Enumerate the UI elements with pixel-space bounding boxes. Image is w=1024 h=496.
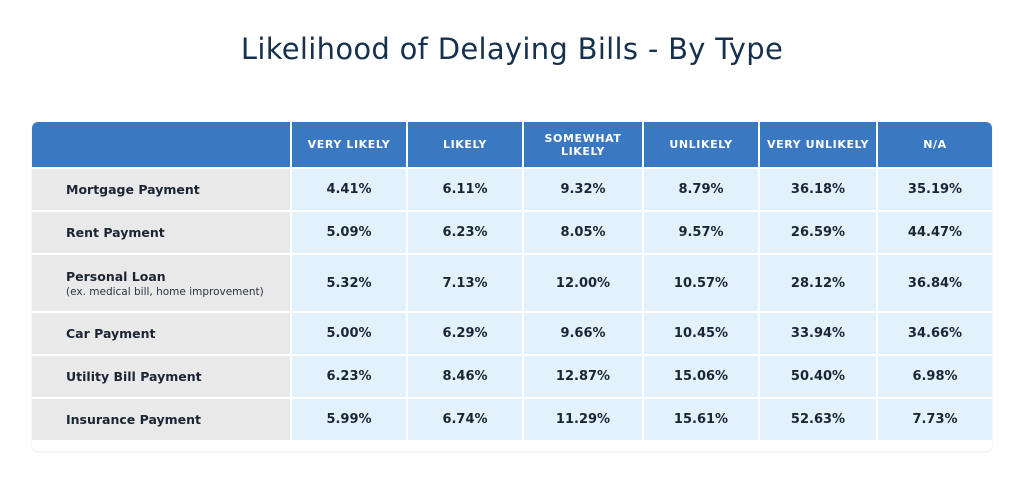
value-cell: 52.63% [758, 397, 876, 440]
table-row: Personal Loan (ex. medical bill, home imp… [32, 253, 992, 311]
table-row: Utility Bill Payment 6.23% 8.46% 12.87% 15.0… [32, 354, 992, 397]
value-cell: 6.29% [406, 311, 522, 354]
row-label: Mortgage Payment [32, 167, 290, 210]
data-table-container: VERY LIKELY LIKELY SOMEWHAT LIKELY UNLIK… [32, 122, 992, 451]
value-cell: 34.66% [876, 311, 992, 354]
value-cell: 6.23% [290, 354, 406, 397]
value-cell: 4.41% [290, 167, 406, 210]
value-cell: 6.98% [876, 354, 992, 397]
value-cell: 10.57% [642, 253, 758, 311]
value-cell: 5.32% [290, 253, 406, 311]
value-cell: 5.99% [290, 397, 406, 440]
value-cell: 50.40% [758, 354, 876, 397]
row-label: Car Payment [32, 311, 290, 354]
row-sublabel: (ex. medical bill, home improvement) [66, 285, 264, 298]
row-label-text: Car Payment [66, 326, 156, 341]
row-label-text: Personal Loan [66, 268, 166, 284]
row-label-text: Mortgage Payment [66, 182, 200, 197]
header-corner [32, 122, 290, 167]
column-header: VERY LIKELY [290, 122, 406, 167]
header-row: VERY LIKELY LIKELY SOMEWHAT LIKELY UNLIK… [32, 122, 992, 167]
value-cell: 15.61% [642, 397, 758, 440]
table-row: Mortgage Payment 4.41% 6.11% 9.32% 8.79% 36.1… [32, 167, 992, 210]
table-row: Car Payment 5.00% 6.29% 9.66% 10.45% 33.94% 34… [32, 311, 992, 354]
row-label-text: Insurance Payment [66, 412, 202, 427]
column-header: LIKELY [406, 122, 522, 167]
value-cell: 5.09% [290, 210, 406, 253]
value-cell: 11.29% [522, 397, 642, 440]
row-label: Utility Bill Payment [32, 354, 290, 397]
value-cell: 12.00% [522, 253, 642, 311]
column-header: UNLIKELY [642, 122, 758, 167]
column-header: SOMEWHAT LIKELY [522, 122, 642, 167]
value-cell: 33.94% [758, 311, 876, 354]
value-cell: 9.66% [522, 311, 642, 354]
row-label: Insurance Payment [32, 397, 290, 440]
value-cell: 7.13% [406, 253, 522, 311]
row-label: Rent Payment [32, 210, 290, 253]
value-cell: 8.05% [522, 210, 642, 253]
value-cell: 9.57% [642, 210, 758, 253]
value-cell: 5.00% [290, 311, 406, 354]
column-header: VERY UNLIKELY [758, 122, 876, 167]
value-cell: 6.74% [406, 397, 522, 440]
value-cell: 26.59% [758, 210, 876, 253]
row-label: Personal Loan (ex. medical bill, home imp… [32, 253, 290, 311]
value-cell: 8.46% [406, 354, 522, 397]
table-body: Mortgage Payment 4.41% 6.11% 9.32% 8.79% 36.1… [32, 167, 992, 440]
chart-title: Likelihood of Delaying Bills - By Type [240, 32, 784, 66]
table-row: Insurance Payment 5.99% 6.74% 11.29% 15.61% 5… [32, 397, 992, 440]
column-header: N/A [876, 122, 992, 167]
value-cell: 36.84% [876, 253, 992, 311]
value-cell: 9.32% [522, 167, 642, 210]
value-cell: 6.23% [406, 210, 522, 253]
value-cell: 8.79% [642, 167, 758, 210]
data-table: VERY LIKELY LIKELY SOMEWHAT LIKELY UNLIK… [32, 122, 992, 440]
table-row: Rent Payment 5.09% 6.23% 8.05% 9.57% 26.59% 44… [32, 210, 992, 253]
value-cell: 7.73% [876, 397, 992, 440]
value-cell: 15.06% [642, 354, 758, 397]
row-label-text: Rent Payment [66, 225, 165, 240]
value-cell: 6.11% [406, 167, 522, 210]
value-cell: 35.19% [876, 167, 992, 210]
value-cell: 44.47% [876, 210, 992, 253]
value-cell: 12.87% [522, 354, 642, 397]
value-cell: 10.45% [642, 311, 758, 354]
row-label-text: Utility Bill Payment [66, 369, 202, 384]
value-cell: 28.12% [758, 253, 876, 311]
value-cell: 36.18% [758, 167, 876, 210]
